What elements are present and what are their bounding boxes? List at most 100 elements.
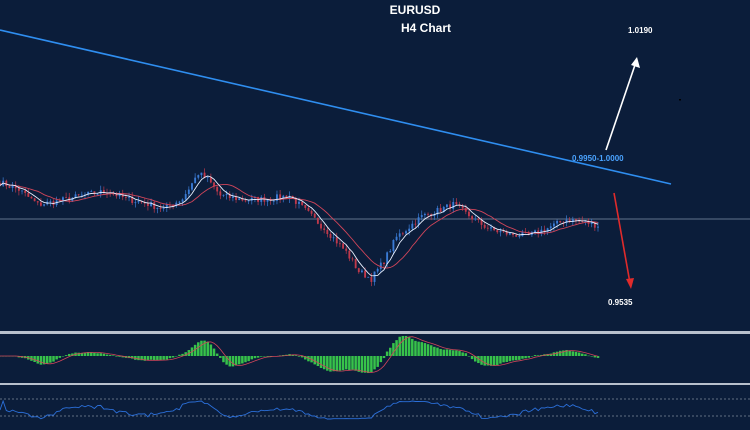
histogram-bar <box>502 356 505 363</box>
histogram-bar <box>565 349 568 356</box>
bull-candle <box>156 207 159 209</box>
bull-candle <box>490 227 492 229</box>
bear-candle <box>307 207 310 211</box>
bull-candle <box>590 222 593 224</box>
histogram-bar <box>366 356 370 374</box>
histogram-bar <box>341 356 345 371</box>
histogram-bar <box>159 356 162 361</box>
histogram-bar <box>300 356 304 358</box>
histogram-bar <box>193 344 197 356</box>
histogram-bar <box>555 351 559 356</box>
bull-candle <box>282 195 285 199</box>
histogram-bar <box>464 353 468 356</box>
bear-candle <box>33 198 36 202</box>
oscillator-signal-line <box>0 336 599 373</box>
histogram-bar <box>530 356 534 357</box>
bull-candle <box>442 206 445 212</box>
fast-moving-average <box>0 175 599 277</box>
histogram-bar <box>162 356 165 360</box>
panel-divider-bottom <box>0 383 750 385</box>
bull-candle <box>546 228 549 232</box>
bear-candle <box>320 223 322 229</box>
histogram-bar <box>398 336 401 356</box>
lower-target-label: 0.9535 <box>608 298 633 307</box>
histogram-bar <box>80 353 84 356</box>
histogram-bar <box>140 356 143 361</box>
histogram-bar <box>540 354 543 356</box>
histogram-bar <box>146 356 150 361</box>
bear-candle <box>304 204 307 208</box>
bull-candle <box>445 204 448 207</box>
bear-candle <box>427 213 429 215</box>
bear-candle <box>512 232 514 235</box>
histogram-bar <box>442 349 446 356</box>
bull-candle <box>556 220 559 224</box>
histogram-bar <box>354 356 357 371</box>
histogram-bar <box>319 356 323 369</box>
bull-candle <box>565 219 568 223</box>
bear-candle <box>351 258 354 260</box>
bull-candle <box>178 201 181 203</box>
bull-candle <box>175 202 178 206</box>
histogram-bar <box>102 353 106 356</box>
bull-candle <box>452 202 455 209</box>
histogram-bar <box>376 356 379 367</box>
bear-candle <box>301 201 304 205</box>
histogram-bar <box>203 340 206 356</box>
histogram-bar <box>134 356 137 360</box>
bull-candle <box>379 262 382 269</box>
resistance-zone-label: 0.9950-1.0000 <box>572 154 624 163</box>
bull-candle <box>392 240 395 252</box>
histogram-bar <box>518 356 521 360</box>
histogram-bar <box>461 352 464 356</box>
bear-candle <box>124 196 127 198</box>
bull-candle <box>408 228 411 232</box>
bear-candle <box>8 186 11 188</box>
histogram-bar <box>439 348 442 356</box>
bull-candle <box>298 201 300 204</box>
histogram-bar <box>335 356 339 372</box>
bear-candle <box>235 196 237 201</box>
panel-divider-top <box>0 331 750 334</box>
histogram-bar <box>379 356 383 363</box>
bear-candle <box>364 270 367 278</box>
bear-candle <box>131 196 134 203</box>
bear-candle <box>515 234 518 237</box>
histogram-bar <box>231 356 235 367</box>
histogram-bar <box>385 351 389 356</box>
bull-candle <box>96 193 99 195</box>
bull-candle <box>247 200 250 202</box>
histogram-bar <box>307 356 310 362</box>
bear-candle <box>471 216 474 220</box>
bear-candle <box>493 227 496 231</box>
bear-candle <box>468 211 470 217</box>
bull-candle <box>197 175 200 178</box>
histogram-bar <box>417 341 420 356</box>
histogram-bar <box>263 356 266 357</box>
bull-candle <box>367 276 370 278</box>
histogram-bar <box>451 350 455 356</box>
histogram-bar <box>521 356 524 359</box>
bull-candle <box>433 214 436 217</box>
histogram-bar <box>237 356 241 365</box>
bear-candle <box>36 201 39 203</box>
bear-candle <box>313 213 316 218</box>
histogram-bar <box>581 353 584 356</box>
histogram-bar <box>90 352 93 356</box>
bear-candle <box>439 207 442 212</box>
histogram-bar <box>259 356 263 357</box>
bull-candle <box>474 218 477 220</box>
bear-candle <box>578 220 581 222</box>
histogram-bar <box>584 354 587 356</box>
bear-candle <box>93 191 96 195</box>
histogram-bar <box>247 356 250 362</box>
histogram-bar <box>514 356 518 361</box>
bear-candle <box>241 198 244 201</box>
bear-candle <box>203 172 206 178</box>
bull-candle <box>222 194 225 196</box>
histogram-bar <box>348 356 351 370</box>
bull-candle <box>74 194 77 198</box>
bear-candle <box>294 197 297 204</box>
histogram-bar <box>505 356 508 362</box>
